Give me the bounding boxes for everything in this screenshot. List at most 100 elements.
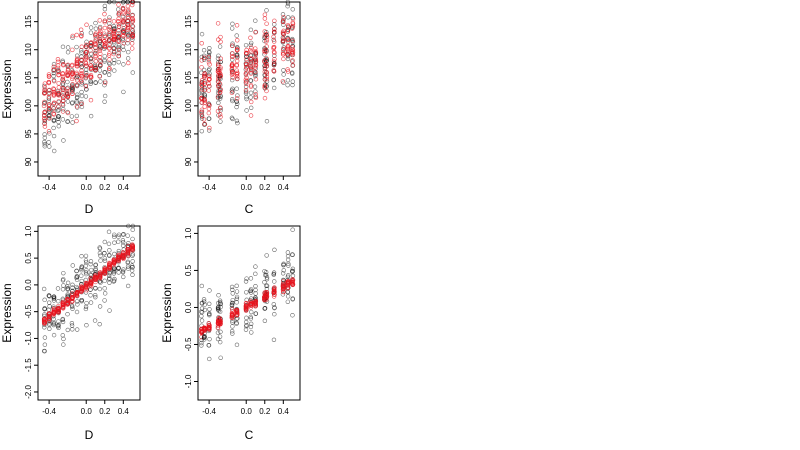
- observed-point: [46, 293, 52, 298]
- fitted-point: [51, 111, 56, 116]
- observed-point: [102, 286, 107, 291]
- fitted-point: [229, 311, 235, 317]
- fitted-point: [229, 54, 235, 60]
- plot-frame: [37, 1, 141, 177]
- observed-point: [285, 299, 291, 304]
- observed-point: [89, 59, 94, 64]
- observed-point: [65, 79, 70, 85]
- observed-point: [217, 309, 223, 314]
- points-layer: [199, 227, 296, 362]
- fitted-point: [97, 26, 103, 31]
- fitted-point: [271, 68, 276, 73]
- fitted-point: [253, 46, 258, 51]
- observed-point: [217, 298, 223, 303]
- observed-point: [107, 308, 112, 313]
- fitted-point: [42, 87, 47, 93]
- observed-point: [51, 294, 57, 299]
- fitted-point: [285, 29, 291, 34]
- observed-point: [130, 236, 135, 242]
- fitted-point: [112, 28, 117, 34]
- observed-point: [51, 332, 57, 338]
- observed-point: [244, 323, 249, 328]
- observed-point: [285, 78, 291, 83]
- observed-point: [120, 270, 126, 275]
- fitted-point: [264, 76, 270, 82]
- fitted-point: [74, 104, 80, 109]
- observed-point: [202, 79, 207, 84]
- fitted-point: [216, 37, 221, 42]
- observed-point: [264, 272, 269, 278]
- fitted-point: [92, 67, 98, 73]
- y-tick-label: -2.0: [24, 385, 33, 399]
- observed-point: [253, 73, 258, 79]
- fitted-point: [98, 51, 103, 56]
- observed-point: [264, 283, 269, 289]
- observed-point: [84, 39, 89, 45]
- fitted-point: [272, 289, 277, 295]
- fitted-point: [46, 94, 52, 100]
- observed-point: [112, 276, 117, 282]
- fitted-point: [285, 69, 291, 74]
- fitted-point: [202, 326, 207, 331]
- fitted-point: [65, 70, 70, 75]
- fitted-point: [60, 71, 66, 76]
- fitted-point: [264, 34, 270, 39]
- observed-point: [79, 80, 85, 85]
- observed-point: [285, 27, 290, 32]
- observed-point: [102, 250, 107, 256]
- observed-point: [46, 140, 51, 145]
- observed-point: [111, 60, 117, 66]
- fitted-point: [60, 85, 65, 91]
- fitted-point: [262, 16, 268, 21]
- fitted-point: [290, 38, 295, 44]
- observed-point: [229, 26, 235, 31]
- observed-point: [207, 45, 212, 51]
- observed-point: [70, 263, 75, 268]
- fitted-point: [280, 50, 286, 55]
- fitted-point: [215, 21, 221, 26]
- fitted-point: [207, 76, 212, 82]
- fitted-point: [69, 63, 75, 69]
- fitted-point: [111, 19, 117, 24]
- fitted-point: [51, 100, 57, 106]
- observed-point: [207, 116, 212, 121]
- fitted-point: [248, 56, 253, 61]
- observed-point: [116, 270, 121, 275]
- observed-point: [286, 261, 291, 267]
- x-tick-label: 0.4: [278, 407, 290, 416]
- fitted-point: [102, 31, 107, 36]
- observed-point: [65, 327, 70, 333]
- fitted-point: [61, 78, 66, 84]
- observed-point: [290, 36, 295, 42]
- fitted-point: [199, 41, 204, 46]
- fitted-point: [46, 106, 52, 112]
- y-tick-label: 115: [24, 15, 33, 28]
- observed-point: [97, 24, 103, 30]
- fitted-point: [42, 124, 48, 129]
- observed-point: [280, 271, 286, 276]
- observed-point: [199, 31, 205, 37]
- fitted-point: [125, 12, 131, 17]
- fitted-point: [234, 23, 240, 28]
- fitted-point: [116, 53, 122, 59]
- observed-point: [51, 320, 57, 326]
- observed-point: [70, 282, 75, 288]
- fitted-point: [290, 16, 296, 22]
- observed-point: [56, 119, 61, 125]
- observed-point: [65, 45, 71, 50]
- fitted-point: [285, 67, 290, 72]
- plot-frame: [197, 1, 301, 177]
- fitted-point: [107, 66, 112, 71]
- x-tick-label: 0.4: [278, 183, 290, 192]
- observed-point: [107, 15, 112, 20]
- observed-point: [79, 89, 84, 95]
- fitted-point: [234, 71, 239, 77]
- observed-point: [248, 321, 254, 326]
- fitted-point: [215, 325, 221, 331]
- observed-point: [116, 232, 122, 237]
- observed-point: [120, 243, 126, 248]
- observed-point: [60, 117, 66, 122]
- observed-point: [65, 119, 70, 124]
- observed-point: [74, 53, 80, 58]
